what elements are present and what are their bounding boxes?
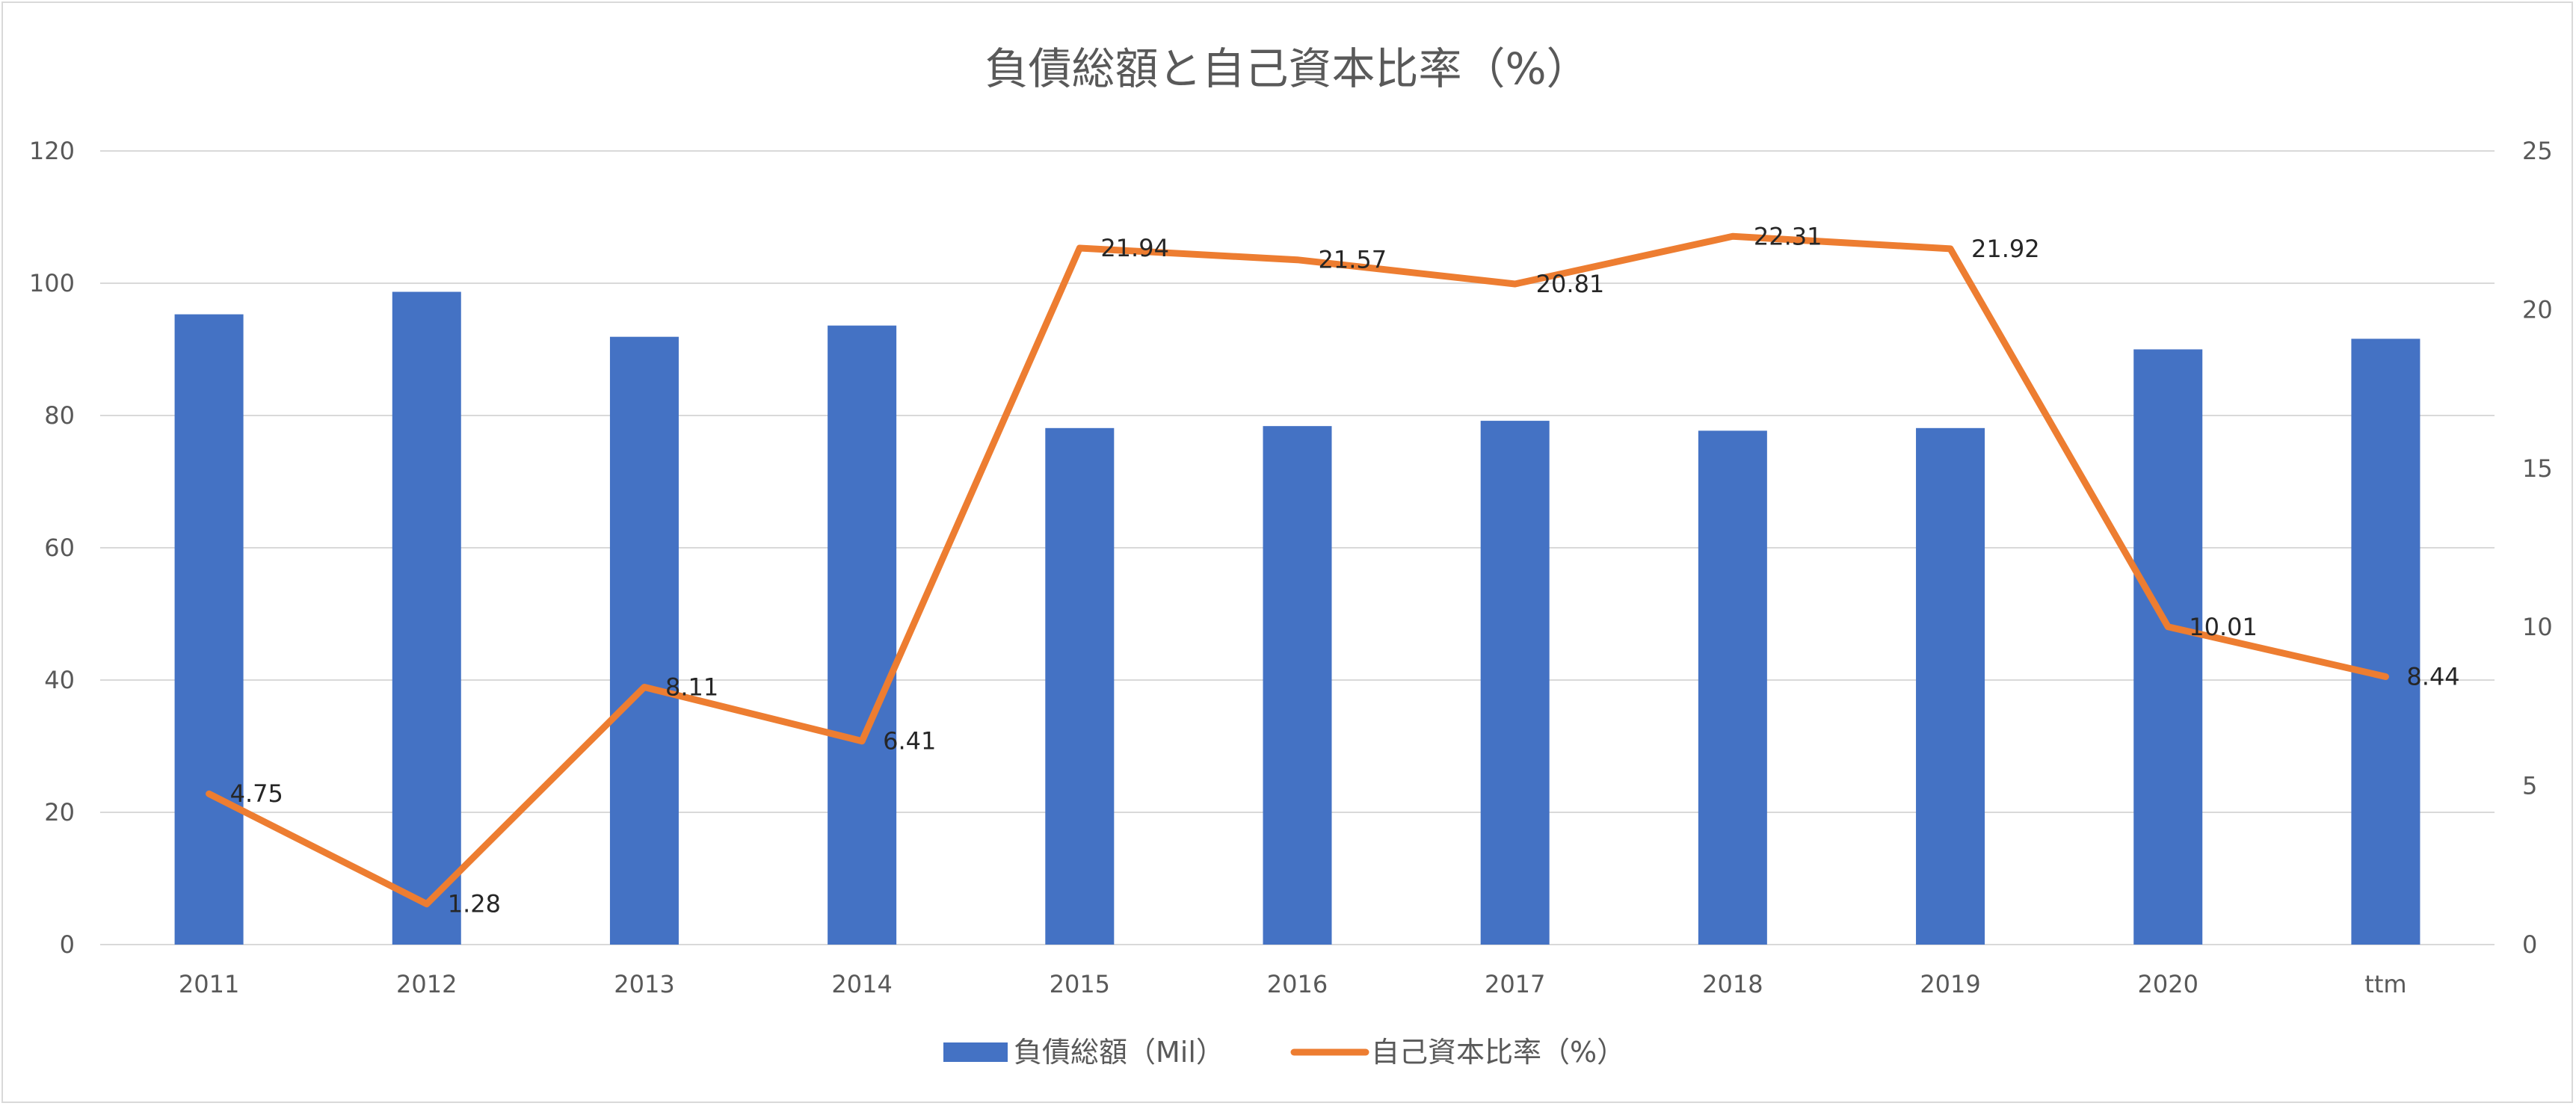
left-axis-tick-label: 40 <box>44 666 75 694</box>
line-point <box>2385 676 2387 678</box>
bar <box>1045 427 1115 945</box>
bar <box>1916 427 1985 945</box>
line-data-label: 20.81 <box>1536 270 1605 298</box>
left-axis-tick-label: 60 <box>44 534 75 562</box>
line-data-label: 6.41 <box>883 727 936 756</box>
left-axis-ticks: 0 20 40 60 80 100 120 <box>29 137 75 959</box>
line-data-label: 22.31 <box>1754 222 1822 250</box>
right-axis-tick-label: 25 <box>2522 137 2553 165</box>
line-data-label: 10.01 <box>2189 613 2258 641</box>
left-axis-tick-label: 80 <box>44 401 75 430</box>
left-axis-tick-label: 120 <box>29 137 75 165</box>
x-axis-tick-label: ttm <box>2364 970 2406 998</box>
line-data-label: 8.11 <box>665 673 718 701</box>
line-data-label: 21.57 <box>1319 246 1387 274</box>
x-axis-tick-label: 2017 <box>1485 970 1545 998</box>
left-axis-tick-label: 0 <box>60 930 75 959</box>
line-point <box>1514 282 1516 285</box>
legend-label-bar: 負債総額（Mil） <box>1014 1036 1224 1069</box>
left-axis-tick-label: 20 <box>44 798 75 827</box>
x-axis-tick-label: 2013 <box>614 970 674 998</box>
bar-series <box>174 291 2421 945</box>
right-axis-tick-label: 5 <box>2522 772 2537 800</box>
bar <box>2133 349 2203 945</box>
legend-swatch-bar <box>943 1042 1008 1062</box>
line-point <box>1296 259 1298 261</box>
right-axis-tick-label: 20 <box>2522 295 2553 324</box>
line-point <box>1950 247 1952 250</box>
line-point <box>1079 247 1081 249</box>
x-axis-tick-label: 2019 <box>1920 970 1980 998</box>
line-data-label: 21.94 <box>1100 234 1169 262</box>
x-axis-tick-label: 2014 <box>831 970 892 998</box>
line-data-label: 1.28 <box>448 890 501 918</box>
x-axis-tick-label: 2018 <box>1702 970 1763 998</box>
left-axis-tick-label: 100 <box>29 269 75 297</box>
x-axis-tick-label: 2016 <box>1267 970 1328 998</box>
bar <box>1698 430 1767 945</box>
bar <box>828 325 897 945</box>
legend-label-line: 自己資本比率（%） <box>1371 1036 1625 1069</box>
x-axis-ticks: 2011 2012 2013 2014 2015 2016 2017 2018 2019 2020… <box>179 970 2407 998</box>
x-axis-tick-label: 2012 <box>396 970 457 998</box>
legend: 負債総額（Mil） 自己資本比率（%） <box>943 1036 1625 1069</box>
chart-title: 負債総額と自己資本比率（%） <box>985 43 1589 94</box>
line-point <box>1731 235 1734 238</box>
bar <box>2351 339 2421 945</box>
bar <box>609 336 679 945</box>
x-axis-tick-label: 2011 <box>179 970 239 998</box>
line-data-label: 21.92 <box>1971 235 2040 263</box>
line-data-labels: 4.75 1.28 8.11 6.41 21.94 21.57 20.81 22.31 21.9… <box>230 222 2460 918</box>
line-point <box>208 793 210 795</box>
right-axis-tick-label: 15 <box>2522 454 2553 483</box>
line-series <box>206 232 2389 908</box>
bar <box>174 314 244 945</box>
bar <box>392 291 461 945</box>
right-axis-tick-label: 0 <box>2522 930 2537 959</box>
x-axis-tick-label: 2015 <box>1050 970 1110 998</box>
x-axis-tick-label: 2020 <box>2138 970 2198 998</box>
line-data-label: 4.75 <box>230 779 283 808</box>
bar <box>1263 426 1332 945</box>
right-axis-tick-label: 10 <box>2522 613 2553 641</box>
right-axis-ticks: 0 5 10 15 20 25 <box>2522 137 2553 959</box>
line-point <box>861 740 863 742</box>
bar <box>1480 421 1550 945</box>
line-data-label: 8.44 <box>2406 662 2459 691</box>
line-point <box>425 903 428 905</box>
line-point <box>2167 625 2169 628</box>
line-point <box>643 686 645 688</box>
